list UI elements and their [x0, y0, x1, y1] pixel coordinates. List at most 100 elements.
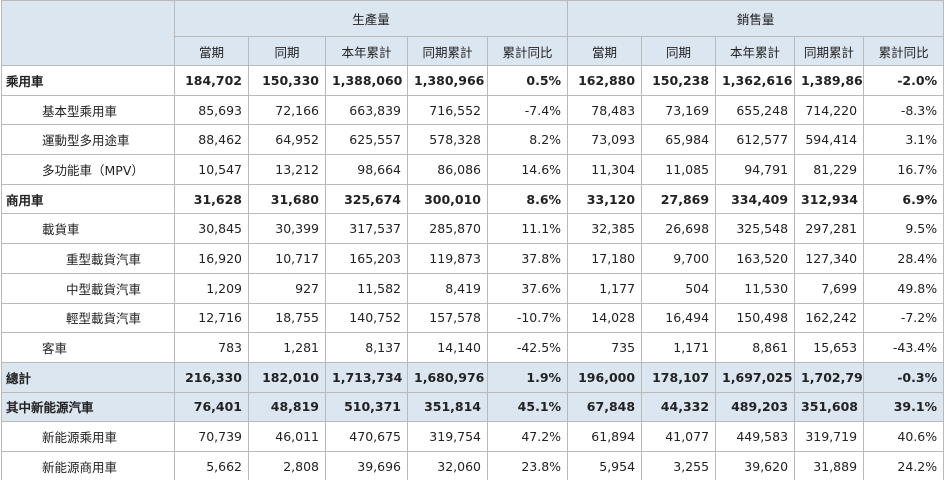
value-cell: 76,401	[174, 391, 249, 423]
value-cell: 33,120	[567, 183, 643, 215]
value-cell: 325,548	[715, 213, 796, 245]
value-cell: 783	[174, 332, 249, 363]
row-label: 重型載貨汽車	[1, 243, 175, 274]
value-cell: 184,702	[174, 65, 249, 96]
value-cell: 157,578	[407, 302, 488, 334]
value-cell: 37.6%	[486, 272, 569, 304]
value-cell: 178,107	[641, 361, 717, 393]
value-cell: 15,653	[794, 332, 865, 363]
value-cell: 8,861	[715, 332, 796, 363]
table-row: 載貨車 30,845 30,399 317,537 285,870 11.1% 32,385…	[1, 213, 945, 245]
value-cell: 81,229	[794, 154, 865, 185]
value-cell: 48,819	[248, 391, 326, 423]
row-label: 其中新能源汽車	[1, 391, 175, 423]
value-cell: 0.5%	[486, 65, 569, 96]
value-cell: -42.5%	[486, 332, 569, 363]
value-cell: 7,699	[794, 272, 865, 304]
table-row: 多功能車（MPV） 10,547 13,212 98,664 86,086 14.6% 11…	[1, 154, 945, 185]
value-cell: 85,693	[174, 94, 249, 126]
column-header: 當期	[567, 36, 643, 66]
value-cell: 11,085	[641, 154, 717, 185]
value-cell: 10,547	[174, 154, 249, 185]
value-cell: 86,086	[407, 154, 488, 185]
value-cell: 11.1%	[486, 213, 569, 245]
value-cell: 162,242	[794, 302, 865, 334]
value-cell: 150,238	[641, 65, 717, 96]
value-cell: 31,628	[174, 183, 249, 215]
column-header: 同期	[641, 36, 717, 66]
value-cell: -2.0%	[863, 65, 945, 96]
table-row: 客車 783 1,281 8,137 14,140 -42.5% 735 1,171 8,861…	[1, 332, 945, 363]
value-cell: 44,332	[641, 391, 717, 423]
value-cell: -43.4%	[863, 332, 945, 363]
value-cell: 46,011	[248, 421, 326, 452]
table-row: 運動型多用途車 88,462 64,952 625,557 578,328 8.2% 73,…	[1, 124, 945, 156]
value-cell: 714,220	[794, 94, 865, 126]
value-cell: 2,808	[248, 450, 326, 480]
value-cell: 510,371	[325, 391, 408, 423]
value-cell: 504	[641, 272, 717, 304]
value-cell: 1,380,966	[407, 65, 488, 96]
row-label: 多功能車（MPV）	[1, 154, 175, 185]
table-row: 商用車 31,628 31,680 325,674 300,010 8.6% 33,120 2…	[1, 183, 945, 215]
table-row: 乘用車 184,702 150,330 1,388,060 1,380,966 0.5% 1…	[1, 65, 945, 96]
value-cell: 73,169	[641, 94, 717, 126]
value-cell: 163,520	[715, 243, 796, 274]
value-cell: 32,060	[407, 450, 488, 480]
value-cell: 11,582	[325, 272, 408, 304]
value-cell: 16.7%	[863, 154, 945, 185]
value-cell: 23.8%	[486, 450, 569, 480]
value-cell: 10,717	[248, 243, 326, 274]
value-cell: 612,577	[715, 124, 796, 156]
value-cell: 31,889	[794, 450, 865, 480]
value-cell: 78,483	[567, 94, 643, 126]
value-cell: 655,248	[715, 94, 796, 126]
row-label: 乘用車	[1, 65, 175, 96]
value-cell: 334,409	[715, 183, 796, 215]
value-cell: 1,680,976	[407, 361, 488, 393]
value-cell: 17,180	[567, 243, 643, 274]
value-cell: 127,340	[794, 243, 865, 274]
table-row: 總計 216,330 182,010 1,713,734 1,680,976 1.9% 19…	[1, 361, 945, 393]
column-header: 本年累計	[325, 36, 408, 66]
value-cell: 578,328	[407, 124, 488, 156]
value-cell: 351,608	[794, 391, 865, 423]
table-row: 基本型乘用車 85,693 72,166 663,839 716,552 -7.4% 78,…	[1, 94, 945, 126]
column-header: 累計同比	[486, 36, 569, 66]
value-cell: 47.2%	[486, 421, 569, 452]
row-label: 基本型乘用車	[1, 94, 175, 126]
value-cell: 285,870	[407, 213, 488, 245]
value-cell: 735	[567, 332, 643, 363]
value-cell: 12,716	[174, 302, 249, 334]
value-cell: 65,984	[641, 124, 717, 156]
value-cell: 45.1%	[486, 391, 569, 423]
value-cell: 312,934	[794, 183, 865, 215]
value-cell: 73,093	[567, 124, 643, 156]
value-cell: 182,010	[248, 361, 326, 393]
value-cell: 39,620	[715, 450, 796, 480]
value-cell: 1,702,797	[794, 361, 865, 393]
value-cell: 37.8%	[486, 243, 569, 274]
value-cell: 297,281	[794, 213, 865, 245]
row-label: 新能源商用車	[1, 450, 175, 480]
value-cell: 300,010	[407, 183, 488, 215]
table-row: 中型載貨汽車 1,209 927 11,582 8,419 37.6% 1,177 504 11…	[1, 272, 945, 304]
value-cell: 16,494	[641, 302, 717, 334]
value-cell: 140,752	[325, 302, 408, 334]
value-cell: 663,839	[325, 94, 408, 126]
table-row: 輕型載貨汽車 12,716 18,755 140,752 157,578 -10.7% 14…	[1, 302, 945, 334]
header-row: 當期 同期 本年累計 同期累計 累計同比 當期 同期 本年累計 同期累計 累計同比	[2, 36, 945, 66]
row-label: 載貨車	[1, 213, 175, 245]
value-cell: 927	[248, 272, 326, 304]
row-label: 輕型載貨汽車	[1, 302, 175, 334]
value-cell: 150,498	[715, 302, 796, 334]
value-cell: 9.5%	[863, 213, 945, 245]
value-cell: 1,209	[174, 272, 249, 304]
value-cell: 317,537	[325, 213, 408, 245]
column-header: 同期	[248, 36, 326, 66]
value-cell: 14,028	[567, 302, 643, 334]
value-cell: 625,557	[325, 124, 408, 156]
value-cell: 8.6%	[486, 183, 569, 215]
value-cell: 1,713,734	[325, 361, 408, 393]
table-body: 乘用車 184,702 150,330 1,388,060 1,380,966 0.5% 1…	[1, 65, 945, 480]
